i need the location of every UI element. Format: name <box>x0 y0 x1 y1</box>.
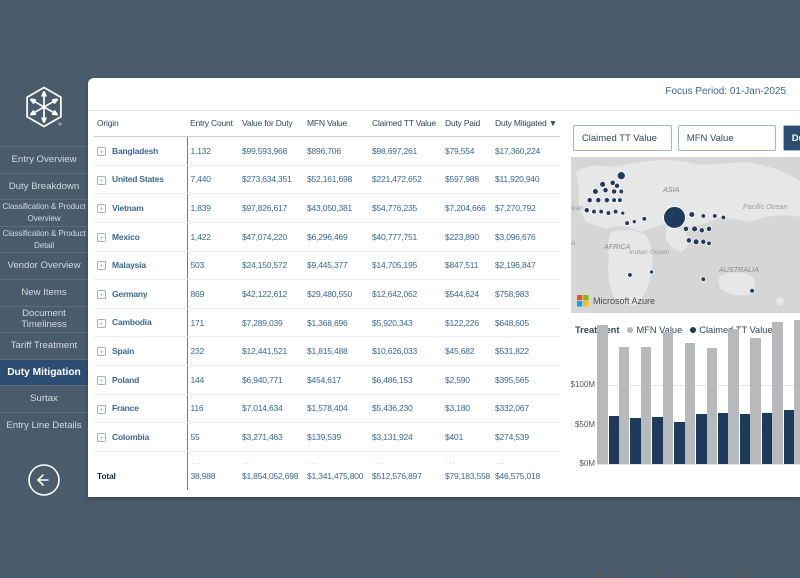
svg-text:ASIA: ASIA <box>662 185 680 194</box>
svg-text:Indian Ocean: Indian Ocean <box>629 249 670 256</box>
svg-text:Ocean: Ocean <box>571 205 583 212</box>
svg-text:AFRICA: AFRICA <box>603 242 631 251</box>
svg-text:AUSTRALIA: AUSTRALIA <box>718 265 759 274</box>
svg-text:Pacific Ocean: Pacific Ocean <box>743 202 787 211</box>
svg-text:CA: CA <box>571 240 576 247</box>
